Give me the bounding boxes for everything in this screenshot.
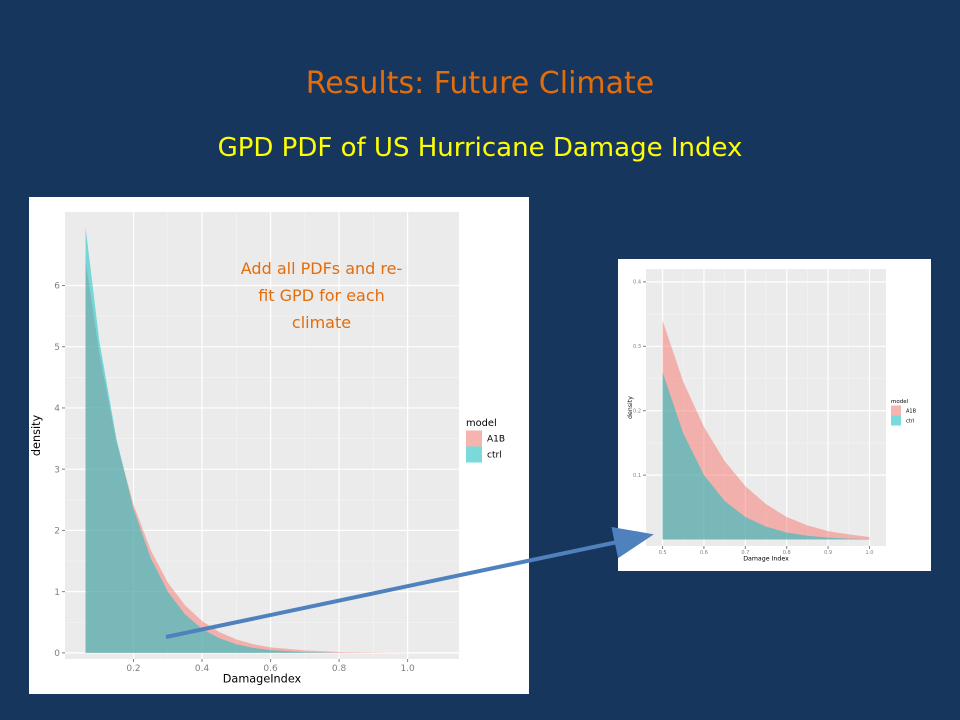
y-tick-label: 4 <box>54 404 60 414</box>
x-axis-label: Damage Index <box>743 556 789 563</box>
y-tick-label: 0.2 <box>633 408 641 414</box>
inset-density-chart: 0.5 0.6 0.7 0.8 0.9 1.0 0.1 0.2 0.3 0.4 Damage Ind… <box>627 269 917 563</box>
x-tick-label: 1.0 <box>865 550 873 556</box>
x-tick-label: 1.0 <box>400 664 415 674</box>
slide-title: Results: Future Climate <box>305 66 655 101</box>
y-tick-label: 0.4 <box>633 280 641 286</box>
legend-title: model <box>891 399 909 405</box>
legend-label-a1b: A1B <box>487 435 505 445</box>
x-tick-label: 0.7 <box>741 550 749 556</box>
x-tick-label: 0.9 <box>824 550 832 556</box>
x-tick-label: 0.2 <box>126 664 140 674</box>
density-area-ctrl <box>662 372 870 540</box>
inset-chart-panel: 0.5 0.6 0.7 0.8 0.9 1.0 0.1 0.2 0.3 0.4 Damage Ind… <box>618 259 931 571</box>
legend-swatch-ctrl <box>466 446 482 463</box>
y-tick-label: 6 <box>54 282 60 292</box>
x-tick-label: 0.6 <box>700 550 708 556</box>
x-tick-label: 0.8 <box>783 550 791 556</box>
y-tick-label: 2 <box>54 527 60 537</box>
legend-label-ctrl: ctrl <box>487 451 502 461</box>
x-axis-label: DamageIndex <box>223 673 302 686</box>
y-tick-label: 5 <box>54 343 60 353</box>
legend-title: model <box>466 418 497 429</box>
x-tick-label: 0.8 <box>332 664 347 674</box>
legend-label-a1b: A1B <box>906 408 917 414</box>
x-tick-label: 0.6 <box>263 664 278 674</box>
y-tick-label: 3 <box>54 465 60 475</box>
y-tick-label: 0.3 <box>633 344 641 350</box>
density-area-ctrl <box>85 227 340 653</box>
y-tick-label: 1 <box>54 588 60 598</box>
density-area-a1b <box>662 320 870 540</box>
refit-annotation: Add all PDFs and re-fit GPD for each cli… <box>240 259 403 332</box>
y-axis-label: density <box>30 415 43 457</box>
legend-swatch-a1b <box>466 430 482 447</box>
legend-swatch-a1b <box>891 405 901 416</box>
slide-subtitle: GPD PDF of US Hurricane Damage Index <box>217 133 743 163</box>
legend-swatch-ctrl <box>891 415 901 426</box>
y-tick-label: 0.1 <box>633 473 641 479</box>
x-tick-label: 0.5 <box>659 550 667 556</box>
main-chart-panel: 0.2 0.4 0.6 0.8 1.0 0 1 2 3 4 5 6 DamageIndex density… <box>29 197 529 694</box>
x-tick-label: 0.4 <box>195 664 210 674</box>
y-tick-label: 0 <box>54 649 60 659</box>
legend-label-ctrl: ctrl <box>906 418 914 424</box>
y-axis-label: density <box>627 396 634 419</box>
